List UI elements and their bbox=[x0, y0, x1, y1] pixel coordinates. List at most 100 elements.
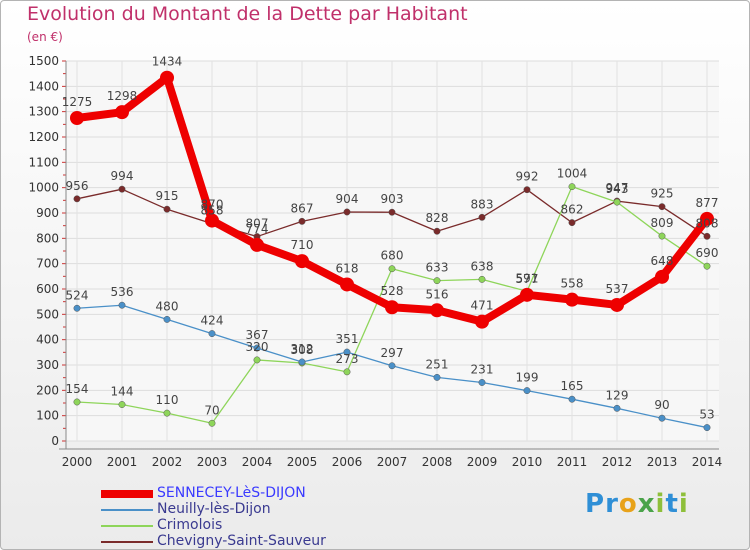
data-point bbox=[613, 198, 621, 206]
data-point bbox=[298, 358, 306, 366]
data-point bbox=[295, 254, 309, 269]
y-tick-label: 600 bbox=[36, 282, 59, 296]
data-label: 251 bbox=[426, 357, 449, 371]
data-label: 312 bbox=[291, 342, 314, 356]
data-point bbox=[388, 208, 396, 216]
data-label: 90 bbox=[654, 398, 669, 412]
data-label: 367 bbox=[246, 328, 269, 342]
data-point bbox=[388, 362, 396, 370]
x-tick-label: 2006 bbox=[332, 455, 363, 469]
data-label: 144 bbox=[111, 385, 134, 399]
data-label: 956 bbox=[66, 179, 89, 193]
legend-item: Neuilly-lès-Dijon bbox=[101, 501, 421, 517]
y-tick-label: 0 bbox=[51, 434, 59, 448]
y-tick-label: 1400 bbox=[28, 79, 59, 93]
data-point bbox=[433, 227, 441, 235]
data-point bbox=[478, 379, 486, 386]
data-label: 808 bbox=[696, 216, 719, 230]
x-tick-label: 2014 bbox=[692, 455, 723, 469]
data-label: 1434 bbox=[152, 55, 183, 69]
data-point bbox=[433, 277, 441, 285]
data-point bbox=[385, 300, 399, 315]
data-label: 231 bbox=[471, 362, 494, 376]
data-point bbox=[523, 387, 531, 395]
data-point bbox=[700, 211, 714, 226]
data-label: 925 bbox=[651, 187, 674, 201]
y-tick-label: 700 bbox=[36, 257, 59, 271]
data-label: 537 bbox=[606, 282, 629, 296]
legend-label: Crimolois bbox=[157, 517, 223, 533]
legend-label: Neuilly-lès-Dijon bbox=[157, 501, 271, 517]
x-tick-label: 2000 bbox=[62, 455, 93, 469]
data-point bbox=[163, 409, 171, 417]
data-point bbox=[163, 205, 171, 213]
data-label: 638 bbox=[471, 259, 494, 273]
data-point bbox=[478, 275, 486, 283]
data-label: 424 bbox=[201, 314, 224, 328]
data-label: 129 bbox=[606, 388, 629, 402]
data-label: 633 bbox=[426, 261, 449, 275]
data-label: 903 bbox=[381, 192, 404, 206]
data-label: 710 bbox=[291, 238, 314, 252]
data-label: 516 bbox=[426, 287, 449, 301]
legend-swatch bbox=[101, 541, 153, 543]
data-point bbox=[565, 292, 579, 307]
data-label: 110 bbox=[156, 393, 179, 407]
data-point bbox=[478, 213, 486, 221]
y-tick-label: 1200 bbox=[28, 130, 59, 144]
data-point bbox=[160, 70, 174, 85]
data-label: 528 bbox=[381, 284, 404, 298]
data-label: 992 bbox=[516, 170, 539, 184]
data-label: 154 bbox=[66, 382, 89, 396]
data-label: 858 bbox=[201, 204, 224, 218]
data-point bbox=[253, 356, 261, 364]
x-tick-label: 2002 bbox=[152, 455, 183, 469]
data-label: 1298 bbox=[107, 89, 138, 103]
data-label: 524 bbox=[66, 288, 89, 302]
data-label: 915 bbox=[156, 189, 179, 203]
x-tick-label: 2009 bbox=[467, 455, 498, 469]
y-tick-label: 200 bbox=[36, 383, 59, 397]
unit-label: (en €) bbox=[27, 30, 63, 44]
x-tick-label: 2007 bbox=[377, 455, 408, 469]
y-tick-label: 500 bbox=[36, 307, 59, 321]
data-point bbox=[568, 183, 576, 191]
x-tick-label: 2008 bbox=[422, 455, 453, 469]
data-label: 558 bbox=[561, 277, 584, 291]
data-label: 199 bbox=[516, 371, 539, 385]
data-label: 273 bbox=[336, 352, 359, 366]
data-point bbox=[115, 105, 129, 120]
x-tick-label: 2005 bbox=[287, 455, 318, 469]
data-label: 480 bbox=[156, 299, 179, 313]
y-tick-label: 300 bbox=[36, 358, 59, 372]
data-label: 1275 bbox=[62, 95, 93, 109]
data-point bbox=[118, 401, 126, 408]
data-point bbox=[430, 303, 444, 318]
data-point bbox=[298, 217, 306, 225]
legend-item: Crimolois bbox=[101, 517, 421, 533]
legend-swatch bbox=[101, 509, 153, 511]
data-label: 297 bbox=[381, 346, 404, 360]
x-tick-label: 2003 bbox=[197, 455, 228, 469]
legend-label: Chevigny-Saint-Sauveur bbox=[157, 533, 326, 549]
x-tick-label: 2004 bbox=[242, 455, 273, 469]
data-point bbox=[253, 344, 261, 352]
data-label: 877 bbox=[696, 196, 719, 210]
data-point bbox=[118, 301, 126, 309]
data-label: 648 bbox=[651, 254, 674, 268]
data-label: 828 bbox=[426, 211, 449, 225]
y-tick-label: 800 bbox=[36, 231, 59, 245]
data-label: 618 bbox=[336, 261, 359, 275]
legend-item: Chevigny-Saint-Sauveur bbox=[101, 533, 421, 549]
data-point bbox=[163, 315, 171, 323]
data-label: 53 bbox=[699, 408, 714, 422]
data-label: 904 bbox=[336, 192, 359, 206]
data-point bbox=[613, 404, 621, 412]
x-tick-label: 2012 bbox=[602, 455, 633, 469]
data-label: 320 bbox=[246, 340, 269, 354]
legend-swatch bbox=[101, 525, 153, 527]
data-point bbox=[118, 185, 126, 193]
data-label: 774 bbox=[246, 222, 269, 236]
